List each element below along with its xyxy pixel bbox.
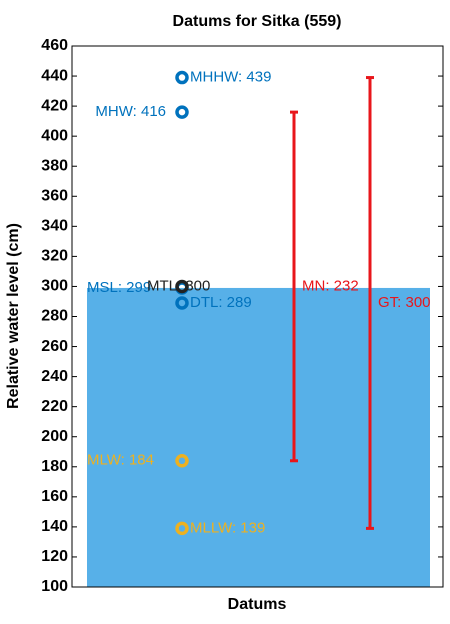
y-tick-label: 100 xyxy=(41,578,68,595)
y-tick-label: 360 xyxy=(41,187,68,204)
y-tick-label: 380 xyxy=(41,157,68,174)
chart-title: Datums for Sitka (559) xyxy=(173,13,342,30)
x-axis-label: Datums xyxy=(228,596,287,613)
range-label: GT: 300 xyxy=(378,294,431,311)
datum-marker xyxy=(175,454,189,468)
datum-label: MHW: 416 xyxy=(95,103,166,120)
datum-label: MLLW: 139 xyxy=(190,519,265,536)
y-tick-label: 140 xyxy=(41,518,68,535)
y-tick-label: 200 xyxy=(41,428,68,445)
datum-marker xyxy=(175,521,189,536)
y-tick-label: 260 xyxy=(41,338,68,355)
y-tick-label: 240 xyxy=(41,368,68,385)
y-tick-label: 280 xyxy=(41,308,68,325)
y-tick-label: 340 xyxy=(41,218,68,235)
y-tick-label: 420 xyxy=(41,97,68,114)
y-tick-label: 160 xyxy=(41,488,68,505)
y-tick-label: 320 xyxy=(41,248,68,265)
datum-marker xyxy=(175,70,189,85)
datum-marker xyxy=(175,296,189,310)
datum-label: DTL: 289 xyxy=(190,294,252,311)
datum-marker xyxy=(175,105,189,119)
range-label: MN: 232 xyxy=(302,277,359,294)
y-tick-label: 400 xyxy=(41,127,68,144)
y-tick-label: 440 xyxy=(41,67,68,84)
y-tick-label: 180 xyxy=(41,458,68,475)
datum-label: MSL: 299 xyxy=(87,279,151,296)
datum-label: MTL: 300 xyxy=(147,277,210,294)
datum-label: MHHW: 439 xyxy=(190,69,271,86)
bar xyxy=(87,287,430,587)
y-tick-label: 460 xyxy=(41,37,68,54)
y-tick-label: 120 xyxy=(41,548,68,565)
y-tick-label: 220 xyxy=(41,398,68,415)
y-tick-label: 300 xyxy=(41,278,68,295)
datum-marker xyxy=(175,279,189,294)
datum-label: MLW: 184 xyxy=(87,452,154,469)
y-axis-label: Relative water level (cm) xyxy=(5,223,22,409)
